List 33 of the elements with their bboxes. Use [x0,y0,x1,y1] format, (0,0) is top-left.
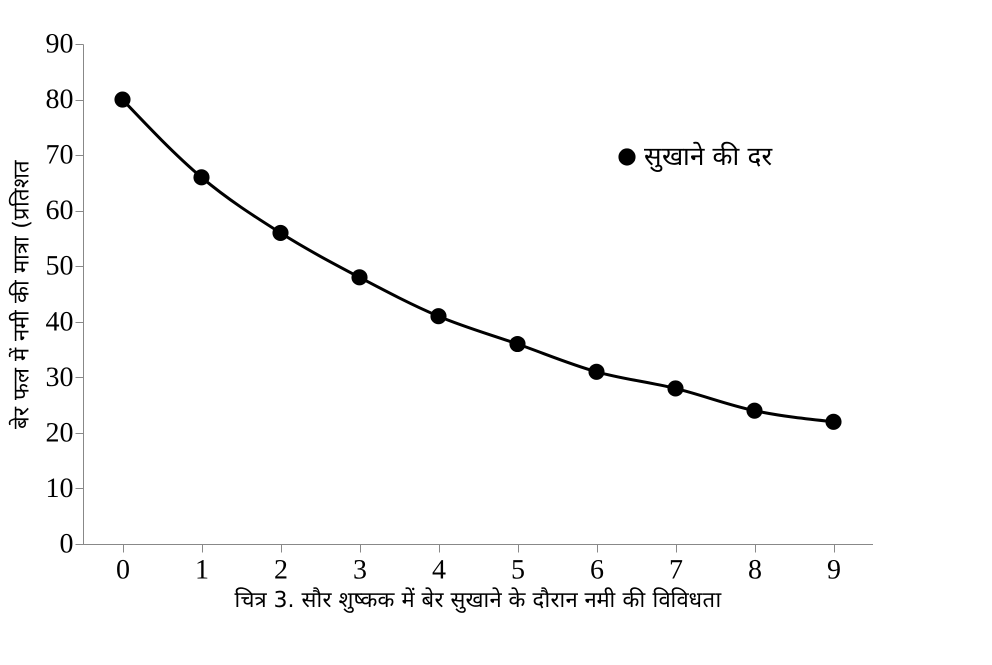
y-tick-label: 20 [46,417,74,448]
point [667,380,684,396]
text: चित्र 3. सौर शुष्कक में बेर सुखाने के दौरान नमी की विविधता [234,587,722,613]
legend-label: सुखाने की दर [644,141,774,172]
y-tick-label: 90 [46,28,74,60]
point [588,364,605,380]
x-tick-label: 8 [748,554,762,586]
point [272,224,289,241]
x-tick-label: 9 [827,554,841,586]
y-tick-label: 70 [46,140,74,171]
x-tick-label: 1 [195,554,209,586]
y-tick-label: 50 [46,250,74,282]
x-tick-label: 5 [511,554,525,586]
x-tick-label: 2 [274,554,288,586]
y-tick-label: 30 [46,362,74,393]
y-axis-title: बेर फल में नमी की मात्रा (प्रतिशत [8,160,34,429]
x-tick-label: 7 [669,554,683,586]
x-tick-label: 3 [353,554,367,586]
y-tick-label: 0 [60,528,74,560]
point [430,308,447,324]
y-tick-label: 40 [46,306,74,338]
point [114,92,131,108]
point [509,336,526,352]
x-tick-label: 4 [432,554,446,586]
point [351,269,368,286]
x-tick-label: 0 [116,554,130,586]
y-tick-label: 80 [46,84,74,116]
point [193,169,210,186]
point [746,402,763,419]
x-tick-label: 6 [590,554,604,586]
point [825,414,842,430]
y-tick-label: 60 [46,195,74,226]
y-tick-label: 10 [46,472,74,504]
